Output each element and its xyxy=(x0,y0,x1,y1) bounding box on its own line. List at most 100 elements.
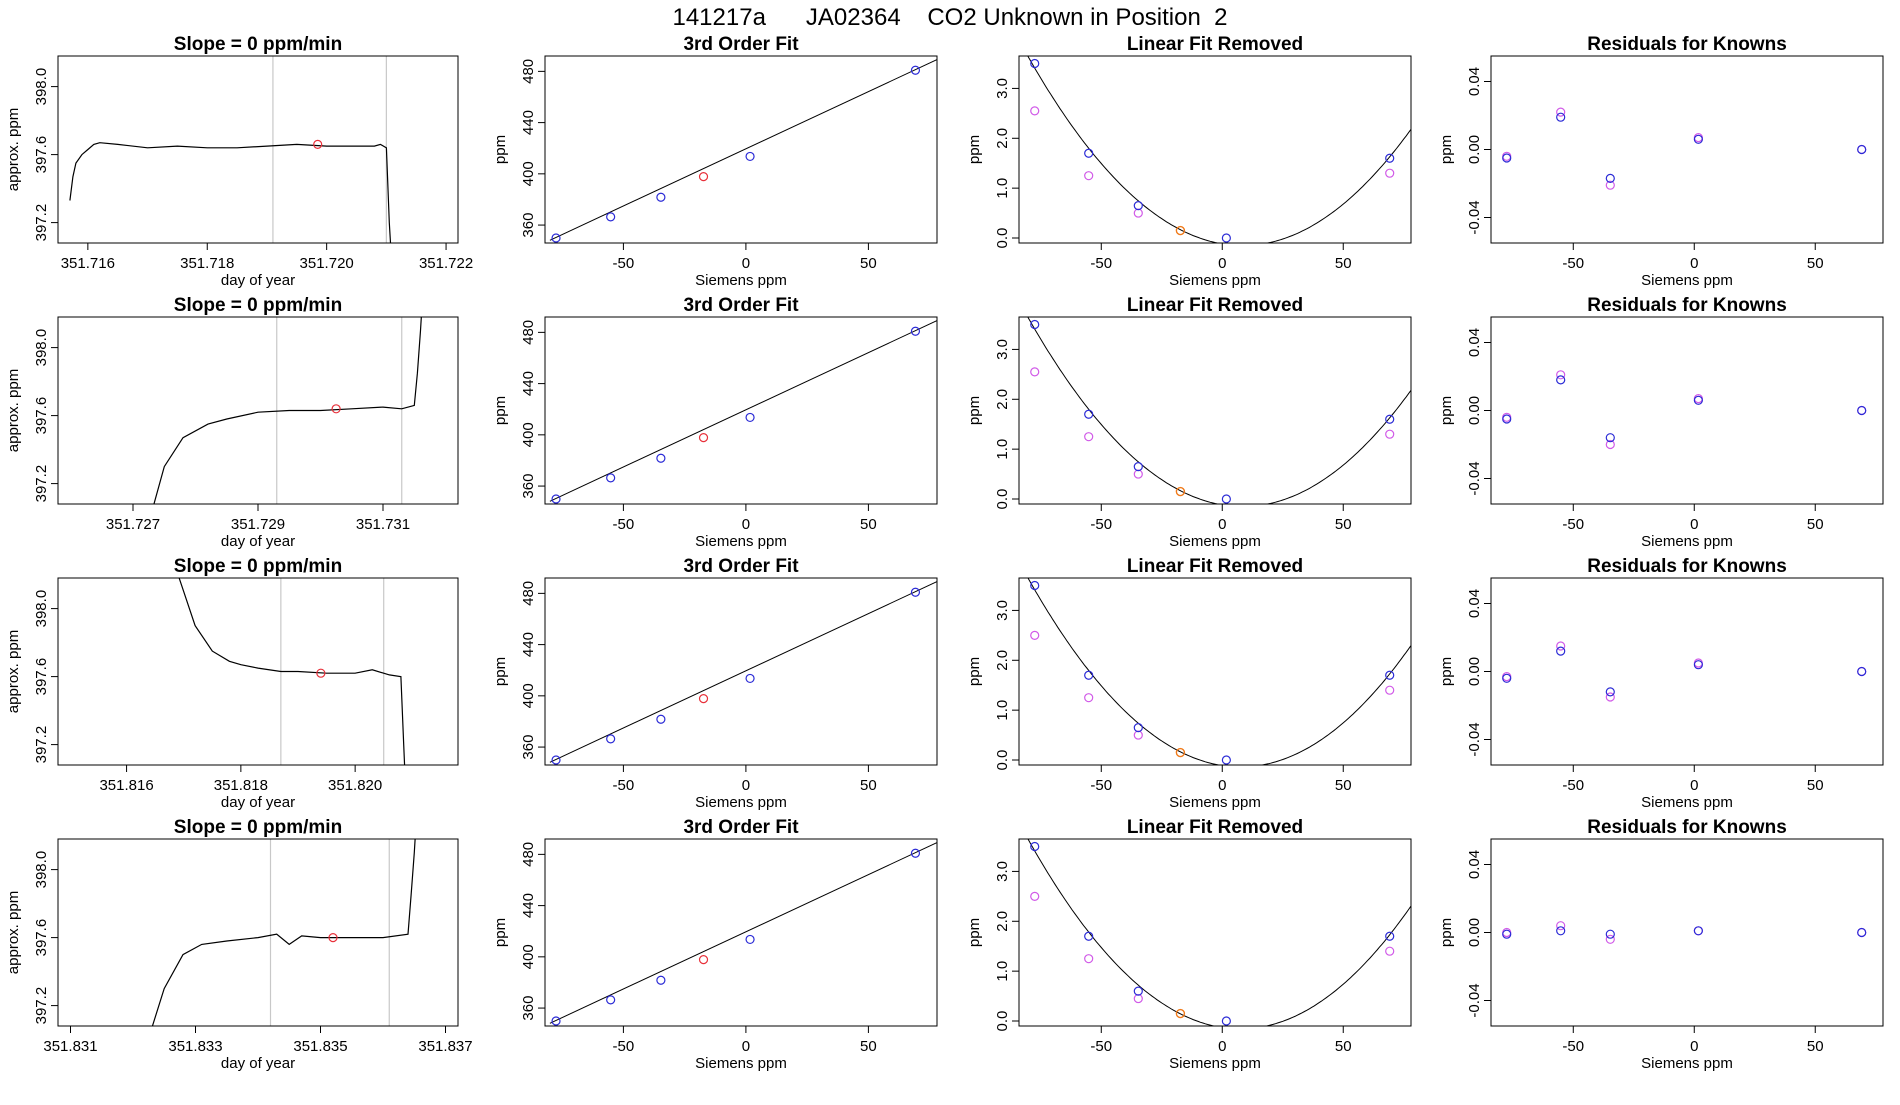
y-tick-label: 480 xyxy=(520,842,537,867)
plot-area xyxy=(178,578,406,765)
page-title: 141217a JA02364 CO2 Unknown in Position … xyxy=(672,4,1227,31)
y-tick-label: 0.0 xyxy=(994,1011,1011,1032)
concentration-trace xyxy=(153,317,422,504)
known-point xyxy=(1221,233,1231,243)
panel-title: Linear Fit Removed xyxy=(1127,817,1303,838)
known-point xyxy=(1385,931,1395,941)
prior-residual-point xyxy=(1556,370,1566,380)
y-tick-label: 480 xyxy=(520,320,537,345)
panel-title: Slope = 0 ppm/min xyxy=(174,556,342,577)
y-tick-label: 0.00 xyxy=(1466,135,1483,164)
plot-frame xyxy=(57,316,459,505)
panel-fit-row3: 3rd Order Fit -50 0 50 360 400 440 480 Siemens p… xyxy=(492,817,938,1072)
x-tick-label: 0 xyxy=(1690,777,1698,794)
y-tick-label: -0.04 xyxy=(1466,722,1483,756)
fit-line xyxy=(549,59,937,241)
panel-title: Slope = 0 ppm/min xyxy=(174,295,342,316)
panel-fit-row0: 3rd Order Fit -50 0 50 360 400 440 480 Siemens p… xyxy=(492,34,938,289)
known-point xyxy=(551,755,561,765)
prior-point xyxy=(1084,693,1094,703)
y-tick-label: 397.6 xyxy=(33,658,50,696)
unknown-point xyxy=(698,433,709,443)
plot-frame xyxy=(57,55,459,244)
panel-title: Residuals for Knowns xyxy=(1587,34,1787,55)
x-tick-label: 50 xyxy=(1335,516,1352,533)
x-axis-label: day of year xyxy=(221,1055,295,1072)
y-tick-label: 0.00 xyxy=(1466,657,1483,686)
x-tick-label: 0 xyxy=(1690,516,1698,533)
y-axis-label: approx. ppm xyxy=(5,369,22,452)
y-tick-label: 397.6 xyxy=(33,397,50,435)
prior-residual-point xyxy=(1605,934,1615,944)
x-tick-label: 50 xyxy=(1807,516,1824,533)
known-point xyxy=(745,412,755,423)
quadratic-curve xyxy=(1027,317,1411,504)
residual-point xyxy=(1556,112,1566,122)
y-tick-label: 0.04 xyxy=(1466,850,1483,879)
x-tick-label: 351.820 xyxy=(328,777,382,794)
x-tick-label: 50 xyxy=(1807,1038,1824,1055)
known-point xyxy=(745,934,755,945)
mean-marker xyxy=(316,668,326,678)
plot-area xyxy=(153,317,422,504)
x-tick-label: 0 xyxy=(1218,255,1226,272)
known-point xyxy=(1133,986,1143,996)
plot-frame xyxy=(1018,577,1412,766)
y-tick-label: 0.04 xyxy=(1466,589,1483,618)
y-axis-label: ppm xyxy=(492,135,509,164)
y-tick-label: 0.0 xyxy=(994,228,1011,249)
y-tick-label: 3.0 xyxy=(994,339,1011,360)
known-point xyxy=(1084,931,1094,941)
prior-point xyxy=(1133,730,1143,740)
plot-area xyxy=(549,581,937,765)
plot-area xyxy=(1027,578,1411,765)
y-tick-label: 440 xyxy=(520,110,537,135)
known-point xyxy=(606,473,616,483)
y-tick-label: 400 xyxy=(520,422,537,447)
panel-linear_removed-row1: Linear Fit Removed -50 0 50 0.0 1.0 2.0 3.0 Siem… xyxy=(966,295,1412,550)
x-tick-label: 351.729 xyxy=(231,516,285,533)
x-tick-label: 351.837 xyxy=(418,1038,472,1055)
known-point xyxy=(551,494,561,504)
panel-linear_removed-row0: Linear Fit Removed -50 0 50 0.0 1.0 2.0 3.0 Siem… xyxy=(966,34,1412,289)
x-tick-label: 0 xyxy=(1218,1038,1226,1055)
x-axis-label: Siemens ppm xyxy=(695,533,787,550)
x-tick-label: 0 xyxy=(1218,516,1226,533)
prior-point xyxy=(1084,432,1094,442)
known-point xyxy=(1385,153,1395,163)
y-axis-label: ppm xyxy=(1438,657,1455,686)
y-tick-label: 2.0 xyxy=(994,389,1011,410)
y-tick-label: -0.04 xyxy=(1466,200,1483,234)
known-point xyxy=(745,151,755,162)
y-tick-label: 400 xyxy=(520,683,537,708)
x-tick-label: 50 xyxy=(860,516,877,533)
known-point xyxy=(910,65,921,75)
y-tick-label: 400 xyxy=(520,161,537,186)
y-tick-label: -0.04 xyxy=(1466,461,1483,495)
known-point xyxy=(551,1016,561,1026)
y-axis-label: ppm xyxy=(966,918,983,947)
prior-residual-point xyxy=(1556,641,1566,651)
prior-point xyxy=(1084,171,1094,181)
y-tick-label: 360 xyxy=(520,474,537,499)
residual-point xyxy=(1693,926,1703,936)
plot-frame xyxy=(57,838,459,1027)
plot-area xyxy=(69,56,392,243)
panel-title: 3rd Order Fit xyxy=(683,817,799,838)
x-tick-label: 0 xyxy=(742,1038,750,1055)
residual-point xyxy=(1857,144,1867,155)
known-point xyxy=(910,326,921,336)
x-tick-label: 0 xyxy=(1690,1038,1698,1055)
y-axis-label: ppm xyxy=(966,657,983,686)
plot-area xyxy=(549,842,937,1026)
panel-residuals-row1: Residuals for Knowns -50 0 50 -0.04 0.00 0.04 S… xyxy=(1438,295,1884,550)
y-tick-label: 1.0 xyxy=(994,178,1011,199)
panel-title: Linear Fit Removed xyxy=(1127,295,1303,316)
known-point xyxy=(1221,755,1231,765)
y-axis-label: ppm xyxy=(1438,918,1455,947)
y-tick-label: 3.0 xyxy=(994,600,1011,621)
panel-title: Slope = 0 ppm/min xyxy=(174,34,342,55)
residual-point xyxy=(1502,153,1512,163)
x-tick-label: -50 xyxy=(1090,516,1112,533)
prior-residual-point xyxy=(1556,921,1566,931)
